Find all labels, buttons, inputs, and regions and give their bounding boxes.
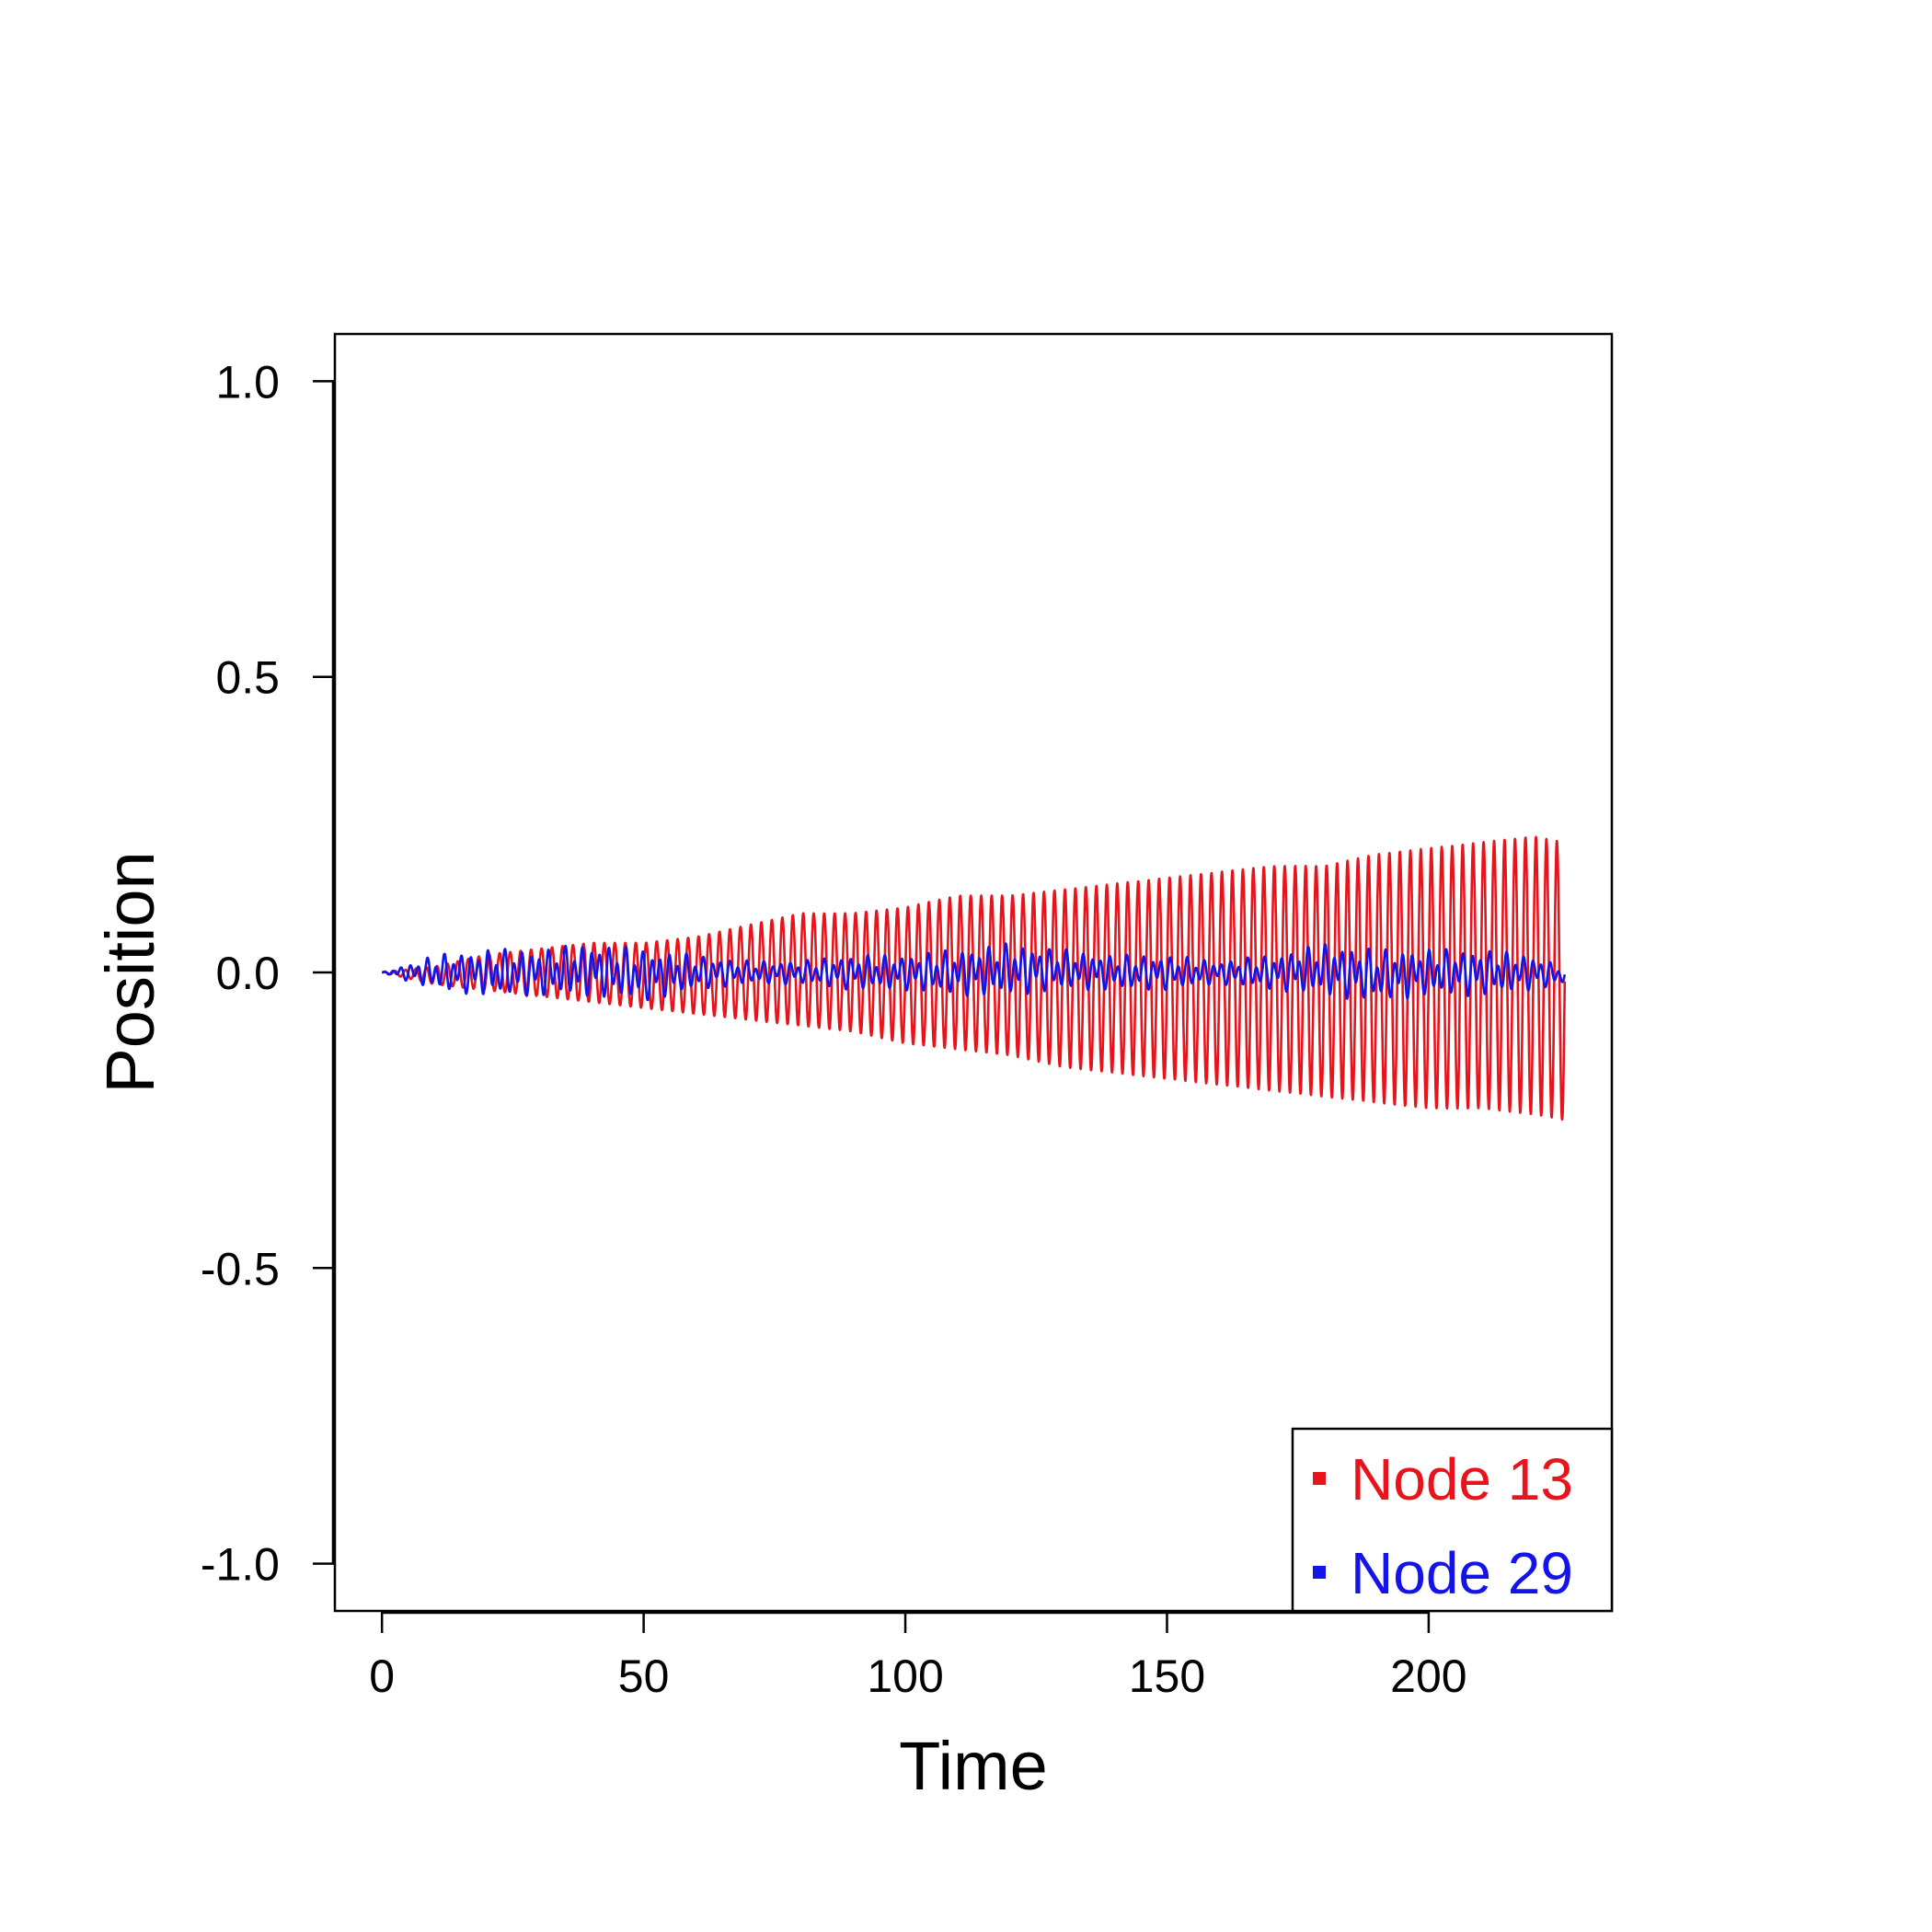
y-axis-title: Position: [92, 851, 168, 1093]
x-tick-label: 150: [1129, 1650, 1205, 1702]
legend-swatch: [1313, 1566, 1326, 1579]
legend-box: [1291, 1427, 1614, 1613]
y-axis: 1.0 0.5 0.0 -0.5 -1.0: [201, 356, 335, 1591]
legend-label: Node 13: [1351, 1446, 1573, 1512]
series-line-node-29: [381, 942, 1567, 1002]
y-tick-label: 0.5: [215, 652, 280, 704]
series-layer: [381, 835, 1567, 1121]
x-tick-label: 100: [867, 1650, 943, 1702]
x-tick-label: 0: [369, 1650, 395, 1702]
x-tick-label: 50: [618, 1650, 670, 1702]
x-axis: 0 50 100 150 200: [369, 1611, 1467, 1702]
x-tick-label: 200: [1390, 1650, 1466, 1702]
legend-label: Node 29: [1351, 1540, 1573, 1606]
y-tick-label: -1.0: [201, 1539, 280, 1591]
y-tick-label: -0.5: [201, 1243, 280, 1294]
legend-swatch: [1313, 1472, 1326, 1485]
x-axis-title: Time: [899, 1728, 1048, 1804]
y-tick-label: 0.0: [215, 948, 280, 999]
legend: Node 13 Node 29: [1291, 1427, 1614, 1613]
y-tick-label: 1.0: [215, 356, 280, 408]
